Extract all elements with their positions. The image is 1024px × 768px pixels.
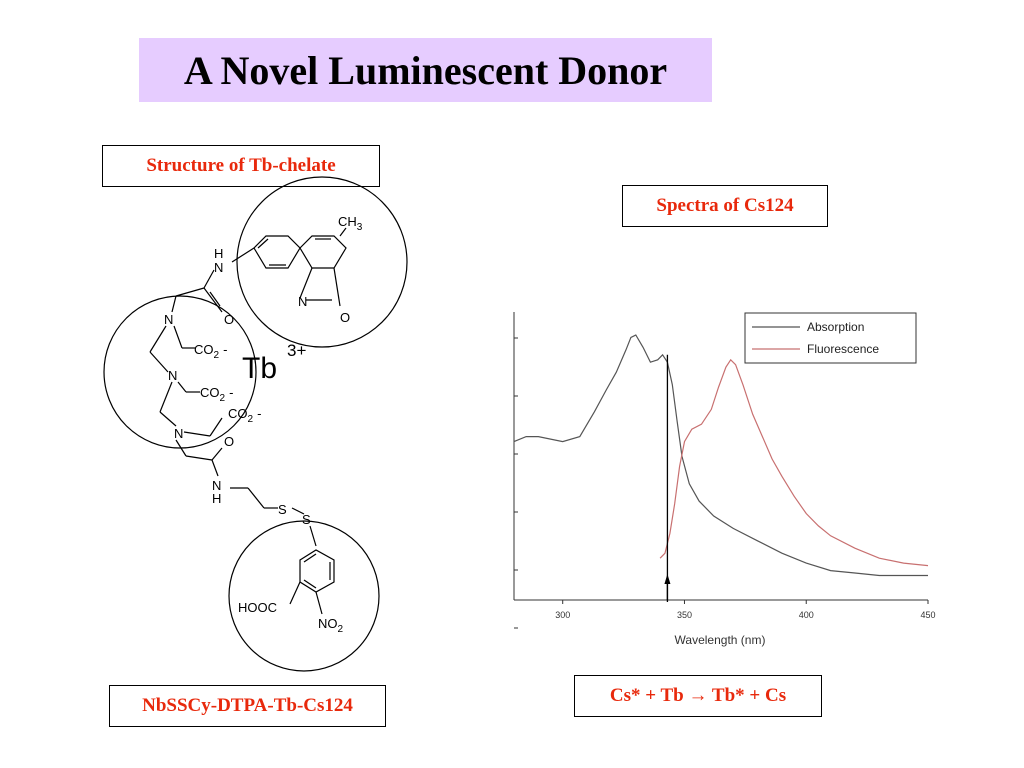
- x-tick-label: 450: [920, 610, 935, 620]
- terbium-label: Tb: [242, 352, 277, 385]
- sulfur-1-label: S: [278, 502, 287, 517]
- chart-legend: Absorption Fluorescence: [744, 312, 917, 364]
- amide-o-bottom-label: O: [224, 434, 234, 449]
- series-line-absorption: [513, 334, 928, 577]
- chart-axes: [513, 312, 929, 629]
- slide-title: A Novel Luminescent Donor: [183, 47, 668, 93]
- amide-h-label: H: [214, 246, 223, 261]
- energy-transfer-equation: Cs* + Tb → Tb* + Cs: [574, 675, 822, 717]
- carboxylate-1-label: CO2-: [194, 342, 227, 361]
- amide-n-label: N: [214, 260, 223, 275]
- quinolinone-circle: [236, 176, 408, 348]
- ring-o-label: O: [340, 310, 350, 325]
- dtpa-circle: [103, 295, 257, 449]
- x-tick-label: 300: [555, 610, 570, 620]
- amine-n2-label: N: [168, 368, 177, 383]
- carboxylic-acid-label: HOOC: [238, 600, 277, 615]
- carboxylate-3-label: CO2-: [228, 406, 261, 425]
- ring-n-label: N: [298, 294, 307, 309]
- x-axis-label: Wavelength (nm): [675, 633, 766, 647]
- x-tick-label: 400: [799, 610, 814, 620]
- compound-name-label: NbSSCy-DTPA-Tb-Cs124: [109, 685, 386, 727]
- title-box: A Novel Luminescent Donor: [139, 38, 712, 102]
- x-tick-label: 350: [677, 610, 692, 620]
- legend-label: Fluorescence: [807, 342, 879, 356]
- nitro-label: NO2: [318, 616, 344, 635]
- amide-o-label: O: [224, 312, 234, 327]
- amide-n-bottom-label: N: [212, 478, 221, 493]
- nitrobenzoic-circle: [228, 520, 380, 672]
- ch3-label: CH3: [338, 214, 363, 233]
- chart-series: [513, 334, 929, 577]
- sulfur-2-label: S: [302, 512, 311, 527]
- legend-box: [744, 312, 917, 364]
- structure-label: Structure of Tb-chelate: [102, 145, 380, 187]
- x-tick-labels: 300 350 400 450: [555, 610, 935, 620]
- excitation-marker: [664, 354, 671, 602]
- amine-n3-label: N: [174, 426, 183, 441]
- spectra-label: Spectra of Cs124: [622, 185, 828, 227]
- legend-label: Absorption: [807, 320, 864, 334]
- series-line-fluorescence: [659, 358, 929, 567]
- terbium-charge-label: 3+: [287, 341, 306, 360]
- amine-n1-label: N: [164, 312, 173, 327]
- amide-h-bottom-label: H: [212, 491, 221, 506]
- carboxylate-2-label: CO2-: [200, 385, 233, 404]
- marker-arrowhead: [664, 574, 671, 584]
